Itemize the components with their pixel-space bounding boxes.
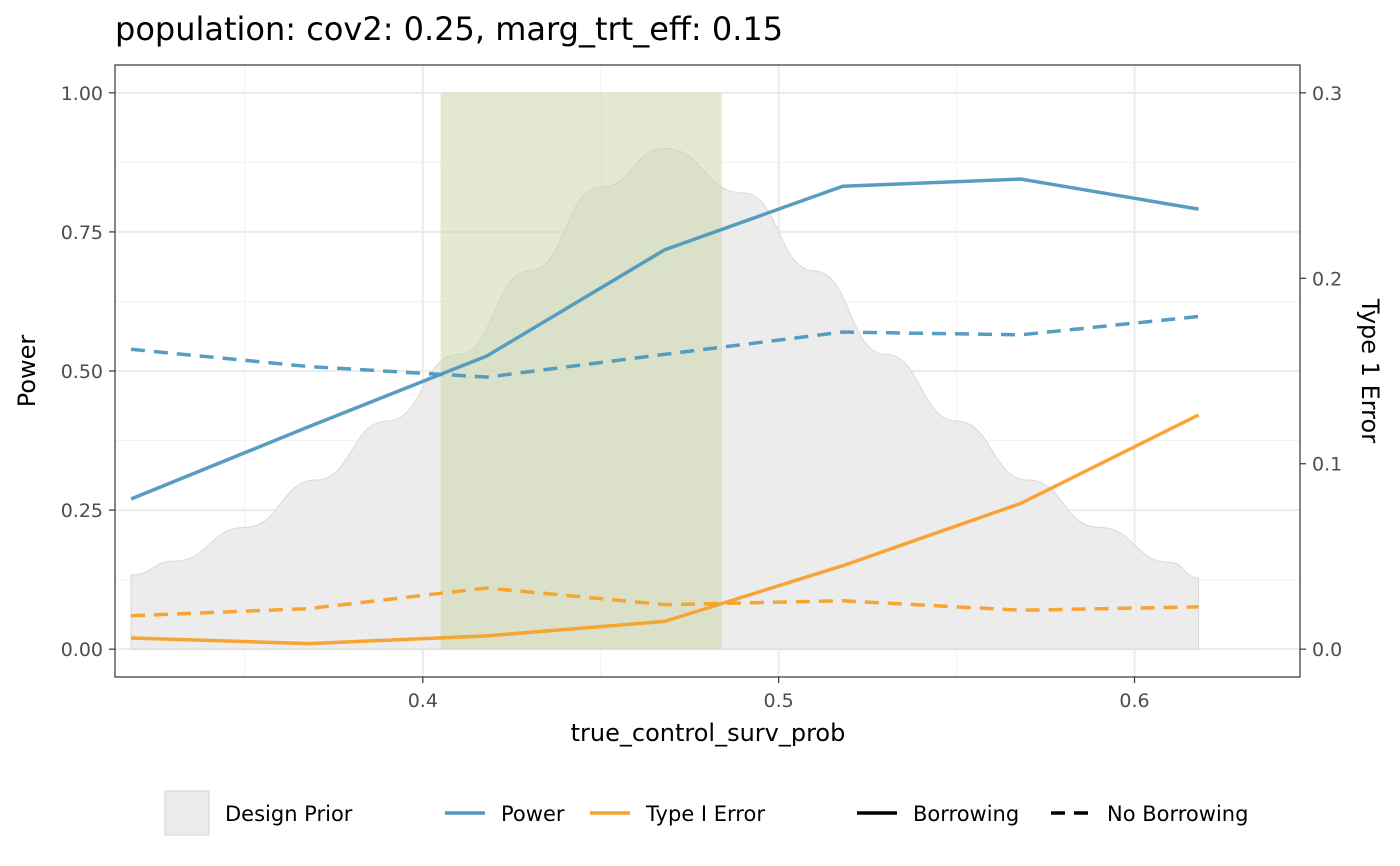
y-axis-title: Power: [13, 335, 41, 408]
y2-tick-label: 0.1: [1312, 454, 1342, 476]
x-axis-title: true_control_surv_prob: [571, 719, 846, 747]
legend-borrowing-label: Borrowing: [913, 802, 1019, 826]
highlight-band: [440, 92, 722, 650]
legend: Design Prior Power Type I Error Borrowing No…: [164, 790, 1248, 836]
power-no-borrowing-line: [130, 314, 1199, 379]
legend-type1-error-label: Type I Error: [645, 802, 765, 826]
power-borrowing-line: [130, 177, 1199, 501]
type1-error-no-borrowing-line: [130, 586, 1199, 618]
type1-error-borrowing-line: [130, 413, 1200, 646]
legend-power-label: Power: [501, 802, 565, 826]
y2-axis-title: Type 1 Error: [1356, 298, 1384, 443]
legend-design-prior-key: [164, 790, 210, 836]
x-tick-label: 0.4: [408, 690, 438, 712]
chart-title: population: cov2: 0.25, marg_trt_eff: 0.…: [115, 10, 783, 48]
y2-tick-label: 0.2: [1312, 268, 1342, 290]
y-tick-label: 0.75: [61, 222, 103, 244]
y-tick-label: 0.50: [61, 361, 103, 383]
x-tick-label: 0.5: [764, 690, 794, 712]
y2-tick-label: 0.3: [1312, 83, 1342, 105]
legend-design-prior-label: Design Prior: [225, 802, 353, 826]
plot-area: 0.00 0.25 0.50 0.75 1.00 0.0 0.1 0.2 0.3 0.4 0.5 0.…: [61, 64, 1342, 712]
x-tick-label: 0.6: [1119, 690, 1149, 712]
y-tick-label: 0.25: [61, 500, 103, 522]
y-tick-label: 1.00: [61, 83, 103, 105]
legend-no-borrowing-label: No Borrowing: [1107, 802, 1248, 826]
y2-tick-label: 0.0: [1312, 639, 1342, 661]
y-tick-label: 0.00: [61, 639, 103, 661]
